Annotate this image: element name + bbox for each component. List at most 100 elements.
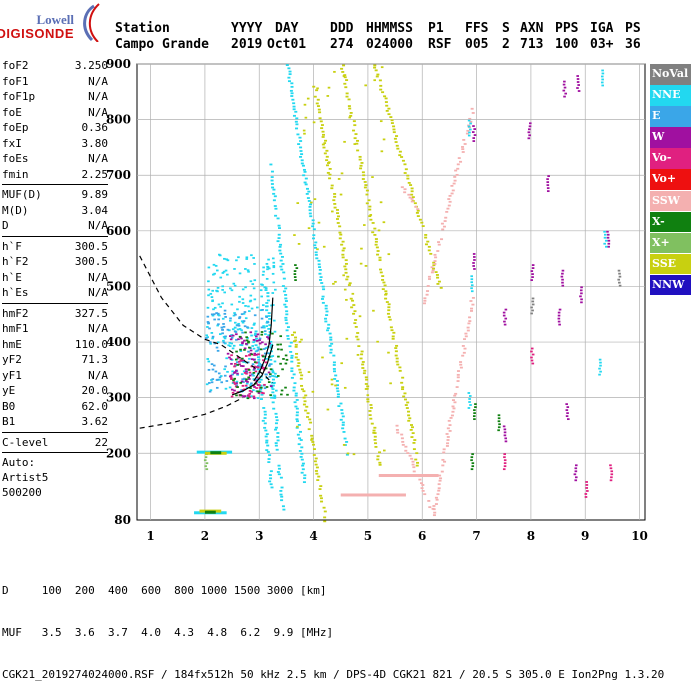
echo-mark [395,424,399,427]
echo-mark [297,424,301,426]
echo-mark [357,345,361,348]
echo-mark [305,187,309,190]
echo-mark [205,337,208,339]
echo-mark [424,236,428,239]
echo-mark [265,433,269,436]
echo-mark [299,439,303,441]
echo-mark [323,152,327,155]
echo-mark [376,340,379,343]
echo-mark [439,286,443,289]
echo-mark [279,343,282,346]
echo-mark [437,487,441,490]
echo-mark [253,361,257,364]
echo-mark [384,290,388,293]
echo-mark [259,390,263,393]
echo-mark [274,214,278,217]
echo-mark [253,322,256,325]
echo-mark [474,403,477,406]
echo-mark [292,114,296,117]
echo-mark [253,365,257,368]
echo-mark [286,335,290,337]
echo-mark [271,371,275,374]
echo-mark [470,307,474,310]
echo-mark [503,428,507,431]
echo-mark [274,372,277,375]
echo-mark [252,395,256,398]
echo-mark [314,241,318,244]
echo-mark [373,227,377,230]
echo-mark [252,378,256,381]
echo-mark [211,378,215,381]
param-name: foEp [2,121,29,134]
echo-mark [286,326,290,328]
echo-mark [296,358,300,361]
echo-mark [298,450,302,452]
echo-mark [344,259,348,262]
echo-mark [258,362,262,365]
echo-mark [234,313,237,316]
echo-mark [437,489,441,492]
echo-mark [278,249,282,252]
echo-mark [248,310,251,313]
echo-mark [276,439,280,442]
echo-mark [396,147,400,150]
echo-mark [561,278,564,281]
echo-mark [470,287,473,290]
echo-mark [471,112,475,114]
echo-mark [241,378,244,381]
echo-mark [390,329,394,332]
echo-mark [405,407,409,409]
header-station_value: Campo Grande [115,37,209,52]
echo-mark [260,331,264,333]
echo-mark [404,404,408,406]
echo-mark [421,225,425,227]
echo-mark [261,284,264,286]
echo-mark [420,487,424,490]
echo-mark [294,336,298,339]
echo-mark [398,150,402,153]
echo-mark [468,316,472,319]
legend-item: NoVal [650,64,691,85]
echo-mark [290,95,294,97]
echo-mark [280,495,284,498]
echo-mark [448,424,452,426]
echo-mark [434,271,438,273]
echo-mark [402,395,406,398]
echo-mark [275,376,279,378]
echo-mark [247,341,250,344]
echo-mark [260,367,264,370]
echo-mark [410,436,414,438]
echo-mark [263,426,267,429]
echo-mark [341,240,345,243]
echo-mark [433,253,437,256]
echo-mark [299,146,303,149]
echo-mark [256,333,260,336]
parameter-panel: foF2 3.250 foF1 N/A foF1p N/A foE N/A foEp 0.36 fx… [2,58,108,500]
echo-mark [267,458,271,460]
echo-mark [370,422,374,425]
echo-mark [292,340,296,343]
echo-mark [279,493,283,496]
echo-mark [471,465,475,468]
echo-mark [317,475,321,478]
echo-mark [245,386,249,389]
echo-mark [254,370,258,373]
echo-mark [344,262,348,265]
legend-item: SSE [650,253,691,275]
echo-mark [300,446,304,449]
echo-mark [290,367,294,370]
echo-mark [294,110,298,113]
echo-mark [580,301,583,304]
echo-mark [241,365,245,368]
echo-mark [392,125,396,128]
echo-mark [341,415,345,418]
auto-scaling-line: Auto: [2,456,36,469]
echo-mark [217,253,221,256]
echo-mark [348,107,352,110]
echo-mark [400,156,404,158]
echo-mark [295,123,299,126]
echo-mark [373,79,376,82]
echo-mark [379,84,383,87]
echo-mark [530,359,534,362]
echo-mark [220,326,224,329]
